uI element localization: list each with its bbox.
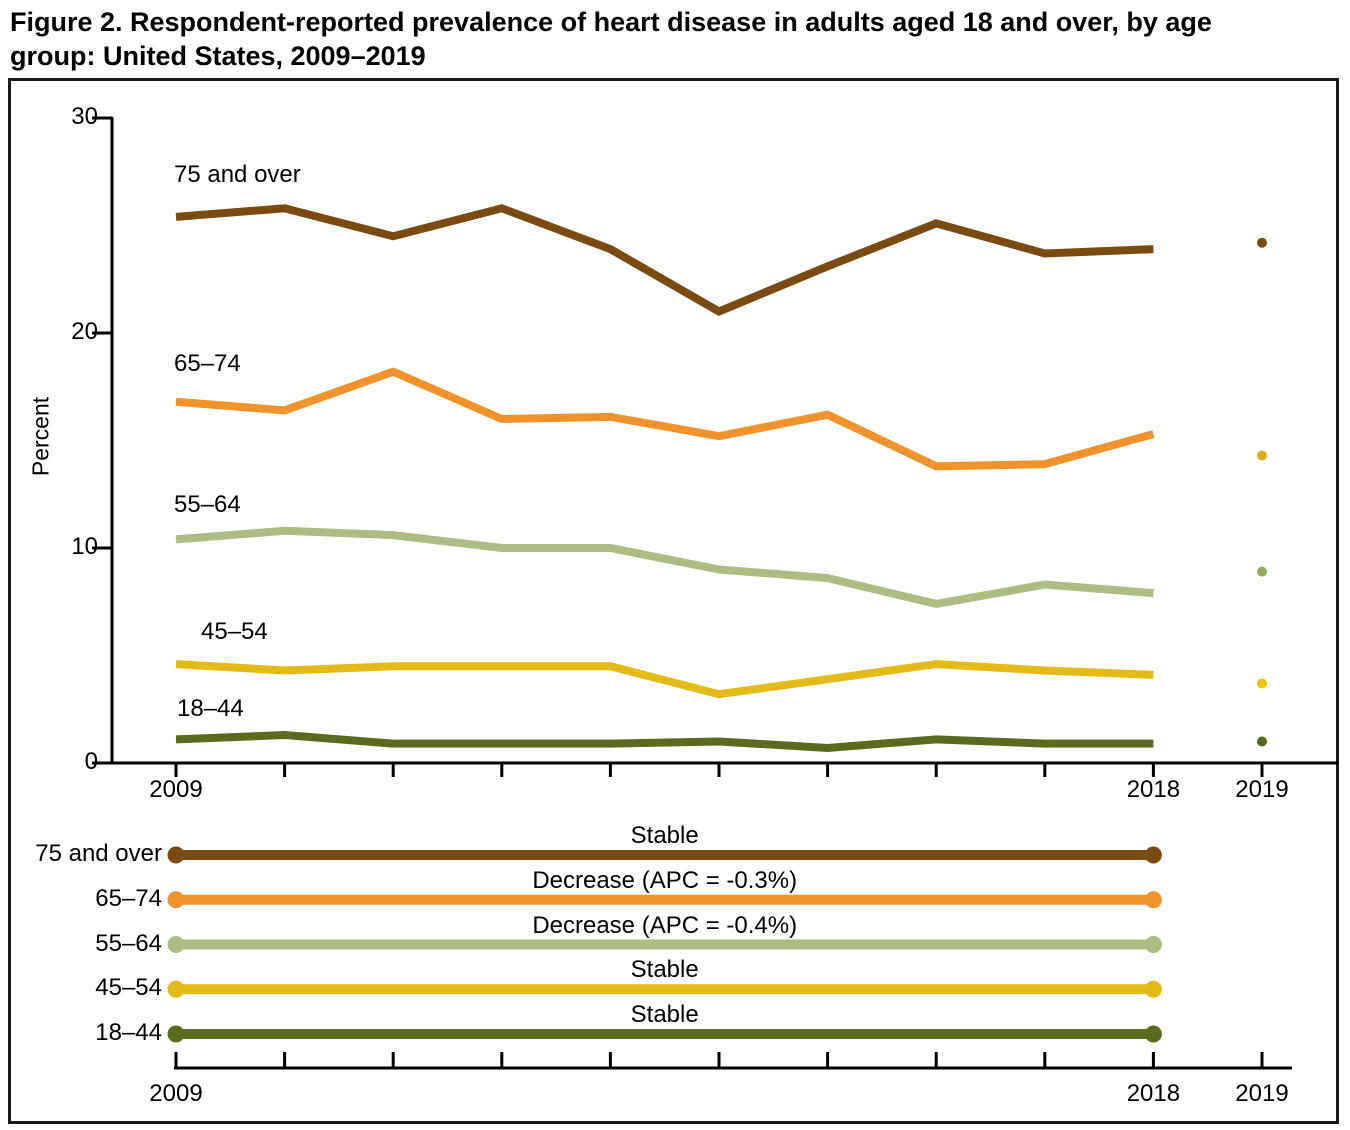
legend-start-dot bbox=[167, 980, 185, 998]
legend-series-name: 55–64 bbox=[95, 929, 162, 957]
legend-row-line bbox=[167, 846, 1162, 864]
legend-axis-year-label: 2019 bbox=[1235, 1080, 1289, 1107]
figure-title-line1: Figure 2. Respondent-reported prevalence… bbox=[10, 7, 1212, 37]
legend-trend-label: Stable bbox=[630, 1001, 699, 1028]
series-line bbox=[175, 660, 1154, 699]
figure-title: Figure 2. Respondent-reported prevalence… bbox=[10, 6, 1336, 74]
y-axis-tick-label: 0 bbox=[84, 748, 98, 775]
series-2019-dot bbox=[1257, 566, 1267, 577]
series-2019-dot bbox=[1257, 450, 1267, 461]
legend-series-name: 65–74 bbox=[95, 884, 162, 912]
legend-trend-label: Stable bbox=[630, 956, 699, 984]
x-axis-year-label: 2019 bbox=[1235, 776, 1289, 803]
legend-series-name: 18–44 bbox=[95, 1019, 162, 1046]
y-axis-tick-label: 10 bbox=[71, 533, 98, 560]
series-2019-dot bbox=[1257, 736, 1267, 747]
y-axis-tick-label: 30 bbox=[71, 103, 98, 130]
legend-end-dot bbox=[1144, 846, 1162, 864]
legend-end-dot bbox=[1144, 936, 1162, 953]
series-label: 75 and over bbox=[174, 160, 301, 188]
y-axis-tick-label: 20 bbox=[71, 318, 98, 345]
series-2019-dot bbox=[1257, 678, 1267, 689]
legend-axis-year-label: 2009 bbox=[149, 1080, 203, 1107]
legend-trend-label: Decrease (APC = -0.3%) bbox=[532, 866, 798, 894]
series-label: 45–54 bbox=[201, 618, 268, 646]
legend-end-dot bbox=[1144, 891, 1162, 909]
legend-end-dot bbox=[1144, 1025, 1162, 1043]
legend-start-dot bbox=[167, 936, 185, 953]
legend-trend-label: Decrease (APC = -0.4%) bbox=[532, 911, 798, 939]
legend-end-dot bbox=[1144, 980, 1162, 998]
legend-row-line bbox=[167, 980, 1162, 998]
series-line bbox=[175, 526, 1154, 608]
series-label: 65–74 bbox=[174, 349, 241, 377]
x-axis-year-label: 2018 bbox=[1126, 776, 1181, 803]
legend-trend-label: Stable bbox=[630, 822, 699, 849]
series-line bbox=[175, 204, 1154, 316]
series-line bbox=[175, 731, 1154, 752]
legend-axis-year-label: 2018 bbox=[1126, 1080, 1181, 1107]
series-line bbox=[175, 367, 1155, 471]
series-2019-dot bbox=[1257, 237, 1267, 248]
legend-row-line bbox=[167, 891, 1162, 909]
legend-series-name: 45–54 bbox=[95, 974, 162, 1002]
x-axis-year-label: 2009 bbox=[149, 776, 203, 803]
legend-row-line bbox=[167, 1025, 1162, 1043]
legend-axis bbox=[174, 1052, 1292, 1070]
series-label: 18–44 bbox=[177, 695, 244, 723]
x-axis bbox=[112, 761, 1338, 777]
figure-title-line2: group: United States, 2009–2019 bbox=[10, 40, 426, 71]
figure-border bbox=[8, 78, 1339, 1124]
y-axis bbox=[92, 116, 114, 765]
legend-series-name: 75 and over bbox=[35, 840, 162, 867]
legend-start-dot bbox=[167, 846, 185, 864]
legend-row-line bbox=[167, 936, 1162, 953]
legend-start-dot bbox=[167, 891, 185, 909]
series-label: 55–64 bbox=[174, 491, 241, 519]
legend-start-dot bbox=[167, 1025, 185, 1043]
